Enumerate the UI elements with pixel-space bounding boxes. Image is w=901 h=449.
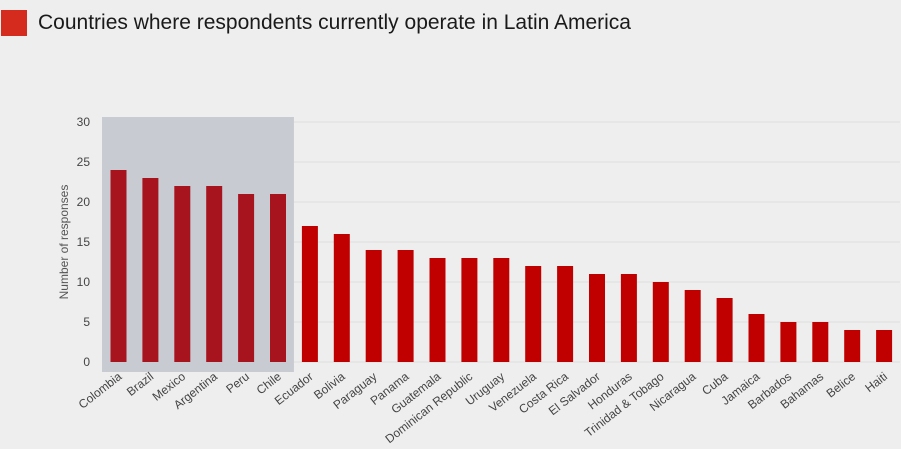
bar-bolivia: [333, 234, 350, 362]
bar-jamaica: [748, 314, 765, 362]
bar-paraguay: [365, 250, 382, 362]
x-tick-label: Peru: [223, 369, 252, 396]
y-tick-label: 15: [77, 235, 91, 249]
x-tick-label: Haiti: [862, 369, 890, 395]
bar-honduras: [620, 274, 637, 362]
x-tick-label: Colombia: [76, 369, 125, 411]
y-tick-label: 10: [77, 275, 91, 289]
y-tick-label: 20: [77, 195, 91, 209]
y-axis-title: Number of responses: [57, 185, 71, 300]
y-tick-label: 25: [77, 155, 91, 169]
bar-colombia: [110, 170, 127, 362]
bar-dominican-republic: [461, 258, 478, 362]
y-tick-label: 5: [83, 315, 90, 329]
bar-belice: [844, 330, 861, 362]
chart-title: Countries where respondents currently op…: [38, 11, 631, 34]
chart-title-row: Countries where respondents currently op…: [0, 8, 631, 38]
bar-guatemala: [429, 258, 446, 362]
bar-ecuador: [301, 226, 318, 362]
bar-cuba: [716, 298, 733, 362]
bar-costa-rica: [557, 266, 574, 362]
bar-chile: [270, 194, 286, 362]
bar-peru: [238, 194, 255, 362]
bar-barbados: [780, 322, 797, 362]
bar-trinidad-tobago: [652, 282, 669, 362]
bar-argentina: [206, 186, 223, 362]
highlight-region: [102, 117, 294, 372]
bar-venezuela: [525, 266, 542, 362]
bar-uruguay: [493, 258, 510, 362]
bar-nicaragua: [684, 290, 701, 362]
bar-mexico: [174, 186, 191, 362]
bar-panama: [397, 250, 414, 362]
title-swatch: [1, 10, 27, 36]
y-tick-label: 30: [77, 115, 91, 129]
y-axis-ticks: 0 5 10 15 20 25 30: [77, 115, 91, 369]
bar-brazil: [142, 178, 159, 362]
bars: [110, 170, 893, 362]
x-tick-label: Belice: [824, 369, 859, 400]
bar-haiti: [876, 330, 893, 362]
y-tick-label: 0: [83, 355, 90, 369]
bar-el-salvador: [589, 274, 605, 362]
bar-bahamas: [812, 322, 829, 362]
